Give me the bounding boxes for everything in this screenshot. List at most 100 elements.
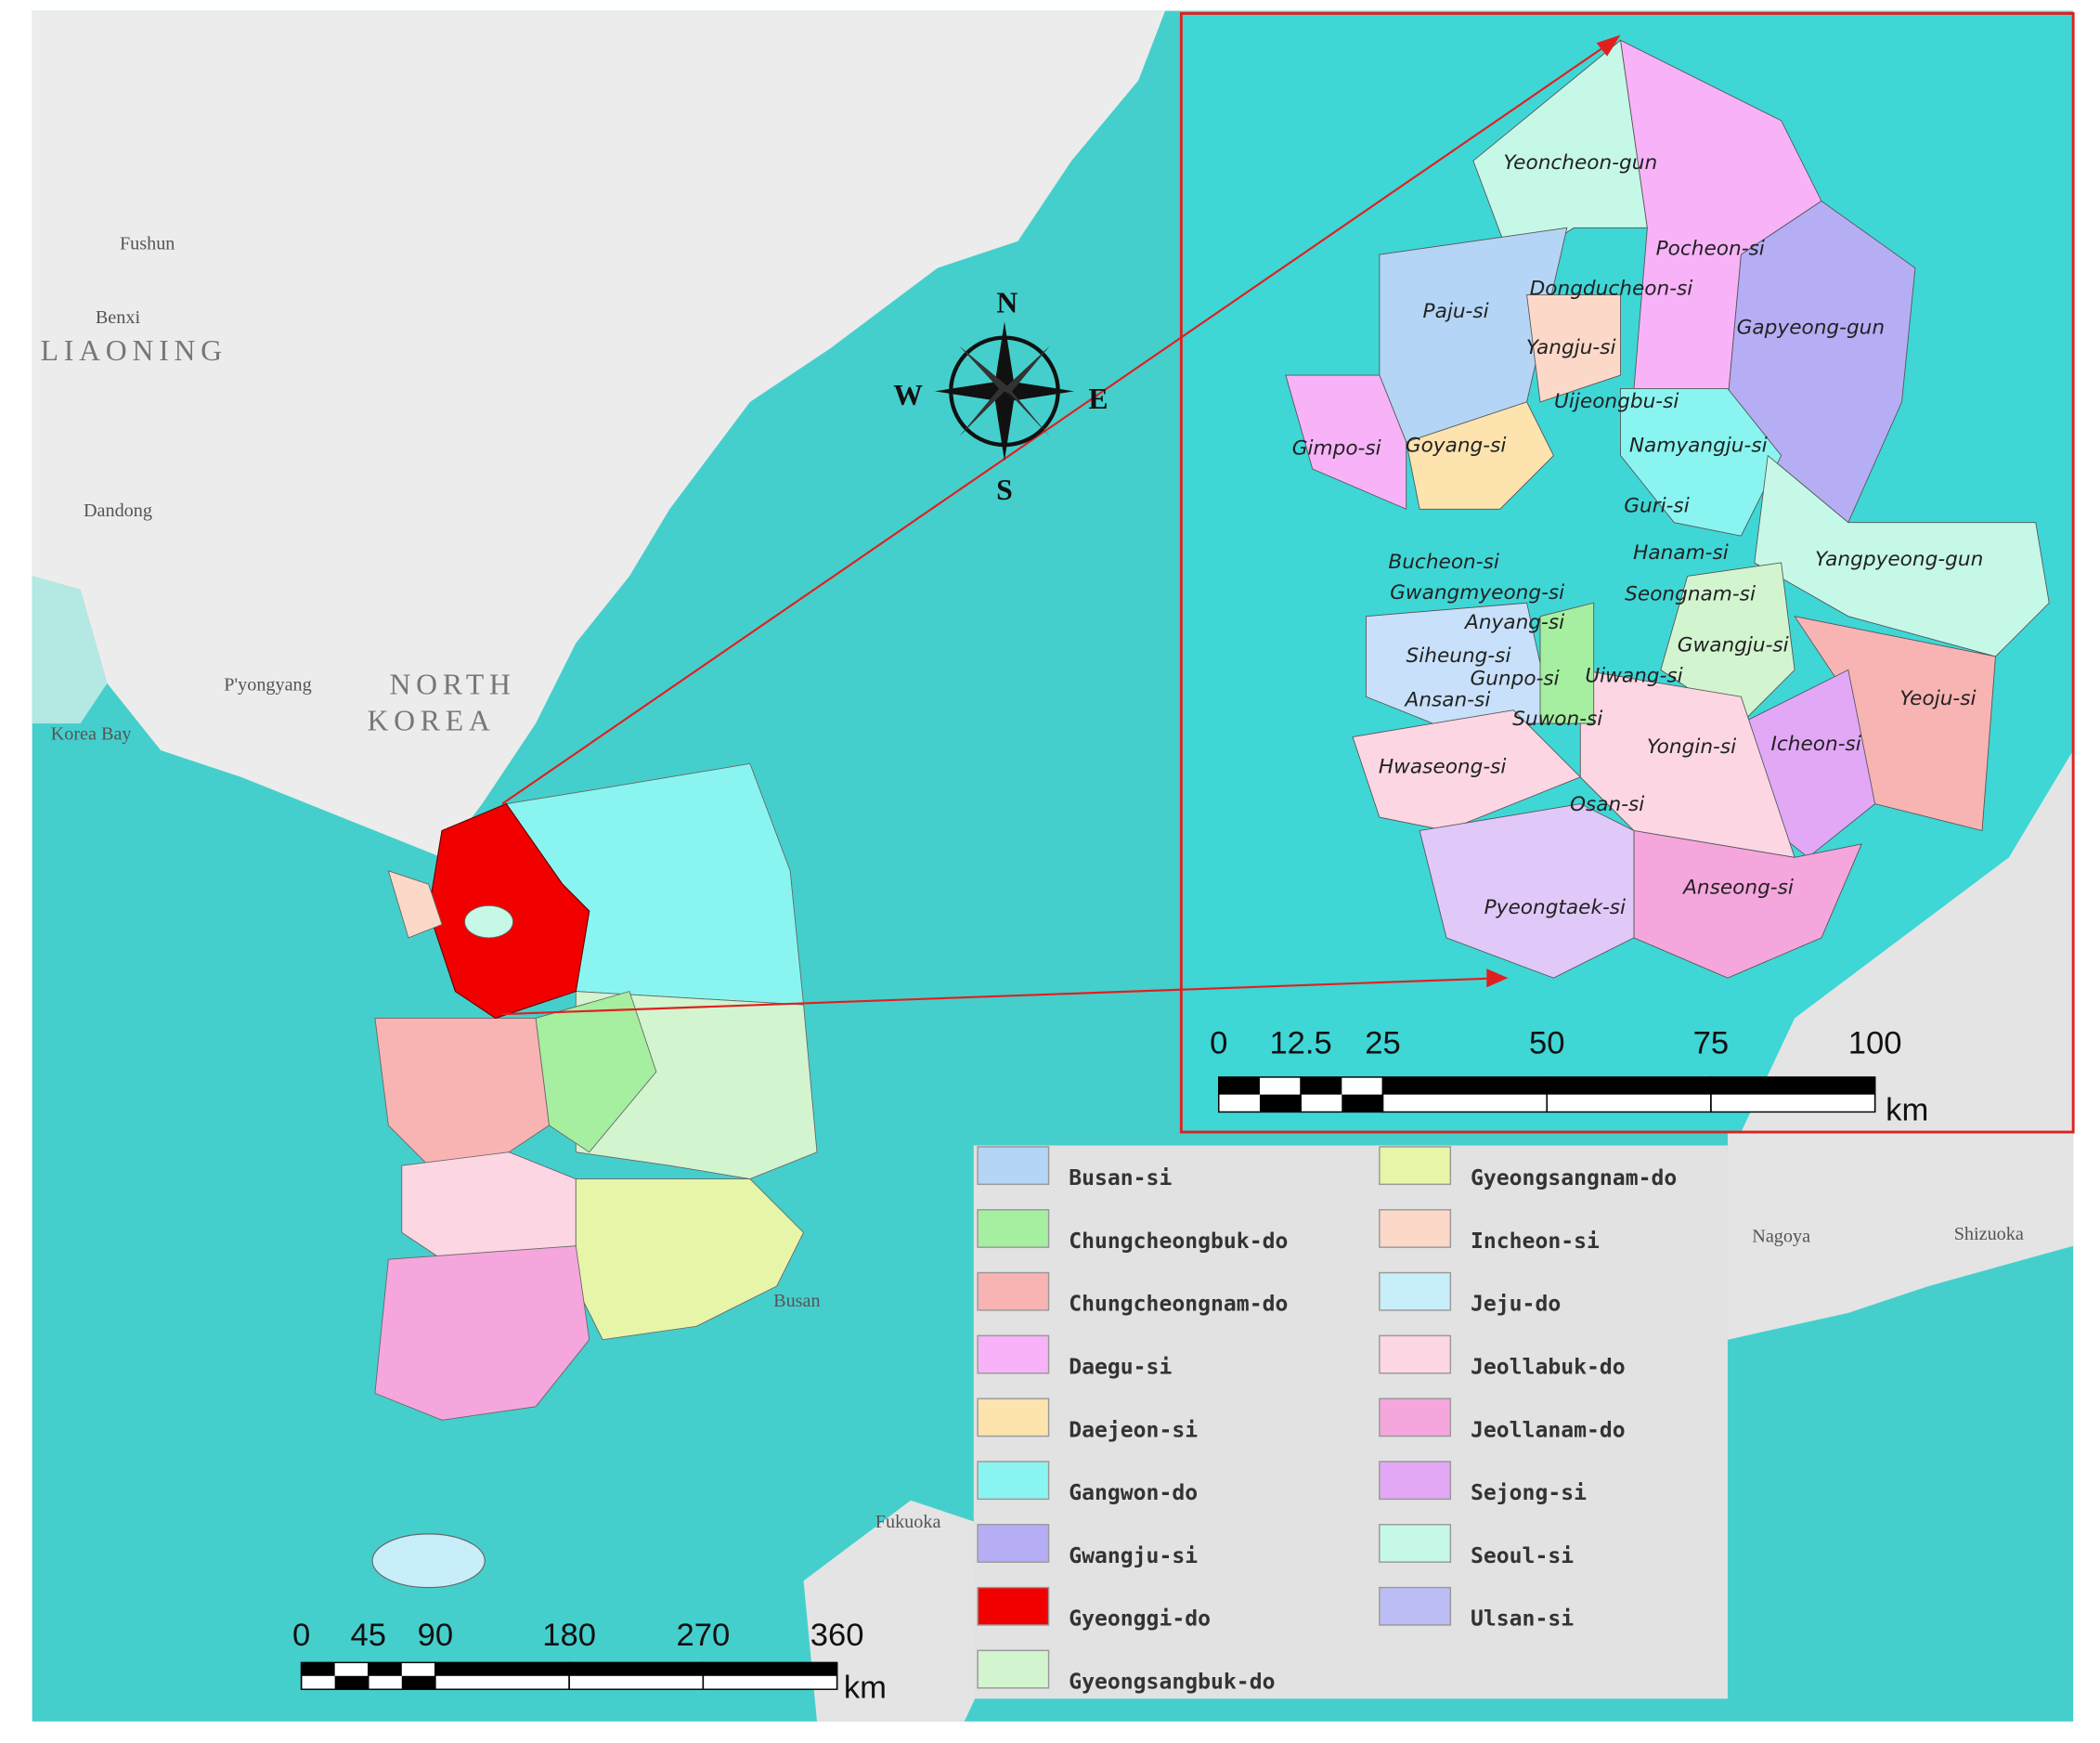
scale-fill [1382, 1076, 1548, 1095]
region-label: Yangju-si [1526, 336, 1616, 359]
scale-fill [301, 1662, 335, 1676]
scale-fill [1710, 1076, 1875, 1095]
inset-region [1539, 602, 1595, 724]
legend-label: Sejong-si [1471, 1481, 1587, 1505]
legend-label: Jeollabuk-do [1471, 1355, 1626, 1379]
inset-region [1419, 803, 1635, 979]
region-label: Pocheon-si [1656, 237, 1765, 260]
seoul [464, 904, 513, 939]
legend-swatch [1379, 1146, 1452, 1186]
legend-label: Daejeon-si [1069, 1418, 1198, 1442]
region-label: Seongnam-si [1625, 583, 1756, 606]
legend-box [973, 1145, 1728, 1699]
arrowhead [1596, 34, 1621, 57]
region-label: Dongducheon-si [1530, 278, 1693, 301]
legend-label: Gwangju-si [1069, 1544, 1198, 1568]
jeonnam [374, 1245, 590, 1421]
compass-s: S [996, 474, 1013, 506]
scale-label: 12.5 [1269, 1025, 1331, 1060]
region-label: Guri-si [1624, 494, 1689, 517]
legend-swatch [1379, 1334, 1452, 1374]
scale-fill [1547, 1076, 1711, 1095]
scale-label: 360 [810, 1618, 864, 1653]
place-label: Fukuoka [875, 1512, 941, 1532]
legend-label: Gyeonggi-do [1069, 1607, 1211, 1632]
legend-swatch [977, 1334, 1050, 1374]
scale-label: 100 [1848, 1025, 1902, 1060]
compass-n: N [996, 286, 1018, 319]
place-label: NORTH [389, 668, 515, 700]
legend-label: Gyeongsangnam-do [1471, 1166, 1677, 1190]
legend-label: Gangwon-do [1069, 1481, 1198, 1505]
legend-swatch [977, 1649, 1050, 1689]
legend-swatch [977, 1398, 1050, 1437]
compass-point [958, 345, 1007, 392]
legend-swatch [977, 1146, 1050, 1186]
compass-point [1004, 382, 1074, 401]
place-label: Benxi [96, 307, 141, 328]
compass-point [934, 382, 1005, 401]
scale-label: 50 [1529, 1025, 1564, 1060]
place-label: KOREA [367, 704, 495, 736]
legend-swatch [1379, 1209, 1452, 1248]
legend-swatch [1379, 1524, 1452, 1563]
connector [501, 39, 1614, 805]
region-label: Gunpo-si [1470, 667, 1559, 690]
compass-point [994, 321, 1015, 392]
scale-fill [434, 1662, 570, 1676]
legend-label: Jeju-do [1471, 1293, 1561, 1317]
scale-label: 45 [350, 1618, 386, 1653]
legend-label: Busan-si [1069, 1166, 1172, 1190]
scale-label: 0 [292, 1618, 310, 1653]
scale-label: 90 [418, 1618, 454, 1653]
legend-swatch [1379, 1586, 1452, 1626]
region-label: Gwangmyeong-si [1390, 581, 1564, 605]
mainland [32, 10, 1166, 858]
region-label: Suwon-si [1512, 708, 1602, 731]
region-label: Gapyeong-gun [1737, 317, 1885, 340]
inset-region [1352, 709, 1582, 831]
region-label: Yeoncheon-gun [1503, 151, 1657, 175]
scale-label: 180 [542, 1618, 596, 1653]
legend-swatch [977, 1209, 1050, 1248]
place-label: P'yongyang [224, 674, 311, 695]
inset-region [1660, 562, 1795, 724]
scale-fill [368, 1662, 402, 1676]
scale-label: 25 [1365, 1025, 1401, 1060]
inset-japan [1741, 749, 2074, 1133]
compass-point [994, 391, 1015, 462]
legend-swatch [977, 1271, 1050, 1311]
place-label: Busan [773, 1291, 820, 1311]
region-label: Osan-si [1570, 793, 1644, 816]
scale-fill [1259, 1094, 1302, 1112]
compass-point [1004, 385, 1050, 437]
legend-label: Chungcheongnam-do [1069, 1293, 1288, 1317]
region-label: Pyeongtaek-si [1484, 896, 1626, 919]
gyeonggi [428, 802, 590, 1020]
place-label: Nagoya [1752, 1227, 1810, 1247]
legend-swatch [977, 1461, 1050, 1501]
legend-label: Gyeongsangbuk-do [1069, 1670, 1275, 1694]
scale-fill [334, 1675, 369, 1690]
region-label: Ansan-si [1404, 689, 1491, 712]
place-label: Fushun [120, 234, 175, 254]
scale-unit: km [844, 1670, 887, 1705]
region-label: Gimpo-si [1292, 436, 1381, 460]
legend-label: Daegu-si [1069, 1355, 1172, 1379]
inset-region [1620, 388, 1782, 537]
scale-fill [1342, 1094, 1383, 1112]
region-label: Goyang-si [1406, 434, 1507, 457]
arrowhead [1486, 969, 1509, 988]
scale-fill [1301, 1076, 1342, 1095]
region-label: Icheon-si [1771, 733, 1861, 756]
jeonbuk [401, 1151, 577, 1260]
region-label: Gwangju-si [1678, 633, 1789, 657]
inset-region [1406, 401, 1554, 510]
legend-label: Seoul-si [1471, 1544, 1574, 1568]
shallow-sea [32, 576, 108, 724]
legend-swatch [1379, 1271, 1452, 1311]
place-label: Korea Bay [51, 724, 133, 745]
legend-swatch [1379, 1461, 1452, 1501]
